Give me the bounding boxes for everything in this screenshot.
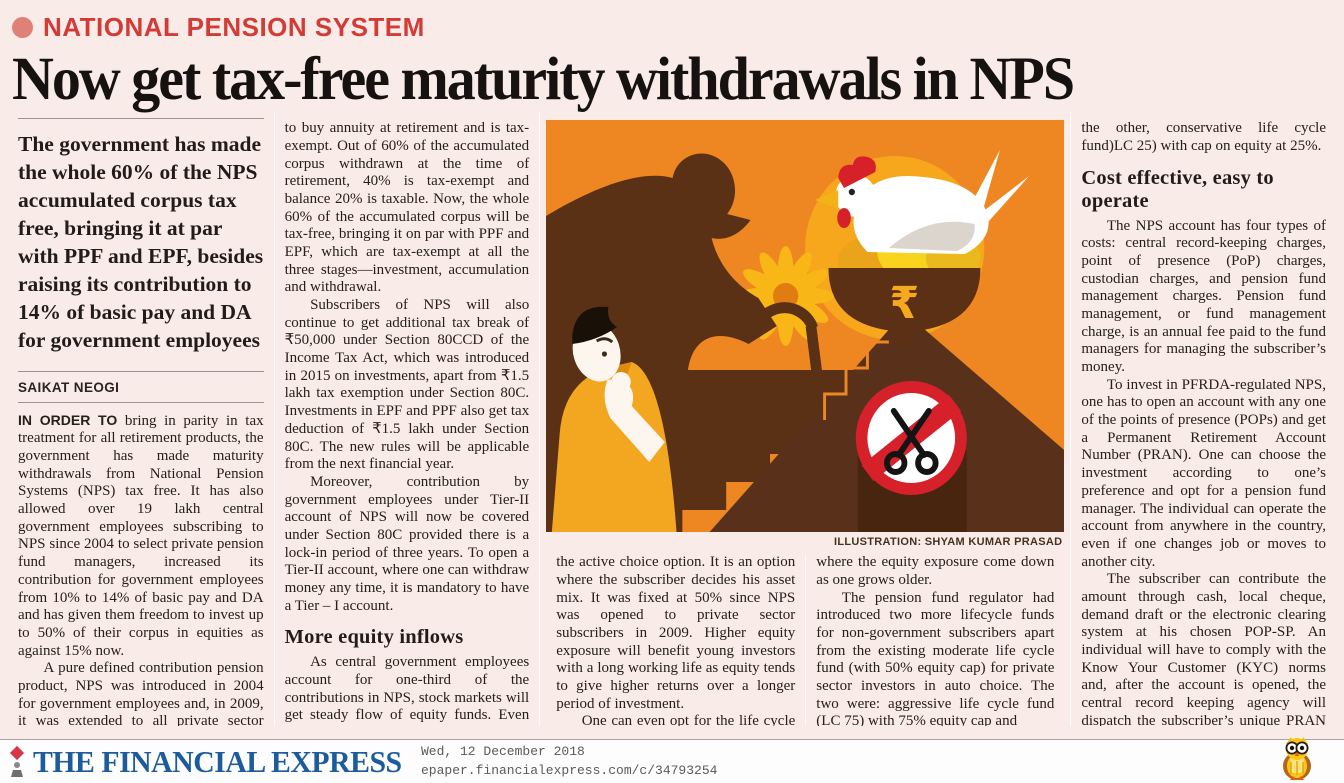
paragraph: where the equity exposure come down as o… (816, 554, 1055, 588)
epaper-footer: THE FINANCIAL EXPRESS Wed, 12 December 2… (0, 737, 1344, 783)
paragraph: A pure defined contribution pension prod… (18, 660, 264, 727)
illustration-credit: ILLUSTRATION: SHYAM KUMAR PRASAD (834, 536, 1063, 549)
paragraph: The pension fund regulator had introduce… (816, 589, 1055, 727)
column-4: where the equity exposure come down as o… (805, 554, 1064, 727)
column-3: the active choice option. It is an optio… (546, 554, 805, 726)
mid-columns: the active choice option. It is an optio… (546, 554, 1064, 727)
illustration-and-columns: ₹ ILLUSTRATION: SHYAM KUMAR PRASAD (539, 112, 1070, 727)
nps-illustration-svg: ₹ (546, 120, 1065, 533)
standfirst: The government has made the whole 60% of… (18, 118, 264, 372)
owl-mascot-icon (1283, 737, 1311, 780)
bullet-icon (12, 17, 33, 38)
article-body: The government has made the whole 60% of… (0, 112, 1344, 727)
masthead-title: THE FINANCIAL EXPRESS (33, 743, 402, 779)
illustration: ₹ (546, 120, 1065, 533)
section-kicker: NATIONAL PENSION SYSTEM (43, 12, 425, 42)
paragraph-text: bring in parity in tax treatment for all… (18, 412, 264, 659)
article-header: NATIONAL PENSION SYSTEM Now get tax-free… (0, 0, 1344, 112)
scissors-icon (884, 408, 939, 476)
masthead: THE FINANCIAL EXPRESS (8, 744, 417, 780)
paragraph: The subscriber can contribute the amount… (1081, 571, 1326, 727)
paragraph: the other, conservative life cycle fund)… (1081, 120, 1326, 154)
paragraph: The NPS account has four types of costs:… (1081, 217, 1326, 376)
edition-date: Wed, 12 December 2018 (420, 744, 585, 760)
edition-stamp: Wed, 12 December 2018 epaper.financialex… (421, 743, 717, 779)
section-subhead: More equity inflows (284, 626, 464, 649)
kicker-row: NATIONAL PENSION SYSTEM (12, 12, 1332, 43)
paragraph: As central government employees account … (284, 654, 530, 726)
headline: Now get tax-free maturity withdrawals in… (12, 43, 1075, 113)
paragraph: Moreover, contribution by government emp… (284, 473, 530, 614)
paragraph: the active choice option. It is an optio… (556, 554, 796, 712)
pyramid-steps (823, 340, 890, 421)
no-scissors-sign (855, 381, 967, 496)
paragraph: Subscribers of NPS will also continue to… (284, 297, 530, 473)
paragraph: To invest in PFRDA-regulated NPS, one ha… (1081, 376, 1326, 570)
epaper-url[interactable]: epaper.financialexpress.com/c/34793254 (420, 762, 718, 778)
beak-icon (815, 190, 839, 210)
paragraph: to buy annuity at retirement and is tax-… (284, 120, 530, 296)
paragraph: IN ORDER TO bring in parity in tax treat… (18, 412, 264, 661)
cane-handle-icon (749, 302, 819, 337)
rooster-icon (815, 150, 1030, 255)
bowl-stem (894, 326, 915, 349)
column-5: the other, conservative life cycle fund)… (1070, 112, 1336, 727)
column-1: The government has made the whole 60% of… (8, 112, 274, 726)
column-2: to buy annuity at retirement and is tax-… (273, 112, 540, 727)
nest-bowl-icon (828, 268, 981, 333)
section-subhead: Cost effective, easy to operate (1081, 166, 1274, 212)
paragraph: One can even opt for the life cycle fund (581, 713, 796, 727)
byline: SAIKAT NEOGI (18, 372, 264, 403)
lead-in: IN ORDER TO (18, 411, 118, 428)
rupee-symbol: ₹ (890, 279, 920, 330)
thinking-man-icon (552, 306, 677, 533)
financial-express-logo-icon (9, 745, 25, 777)
